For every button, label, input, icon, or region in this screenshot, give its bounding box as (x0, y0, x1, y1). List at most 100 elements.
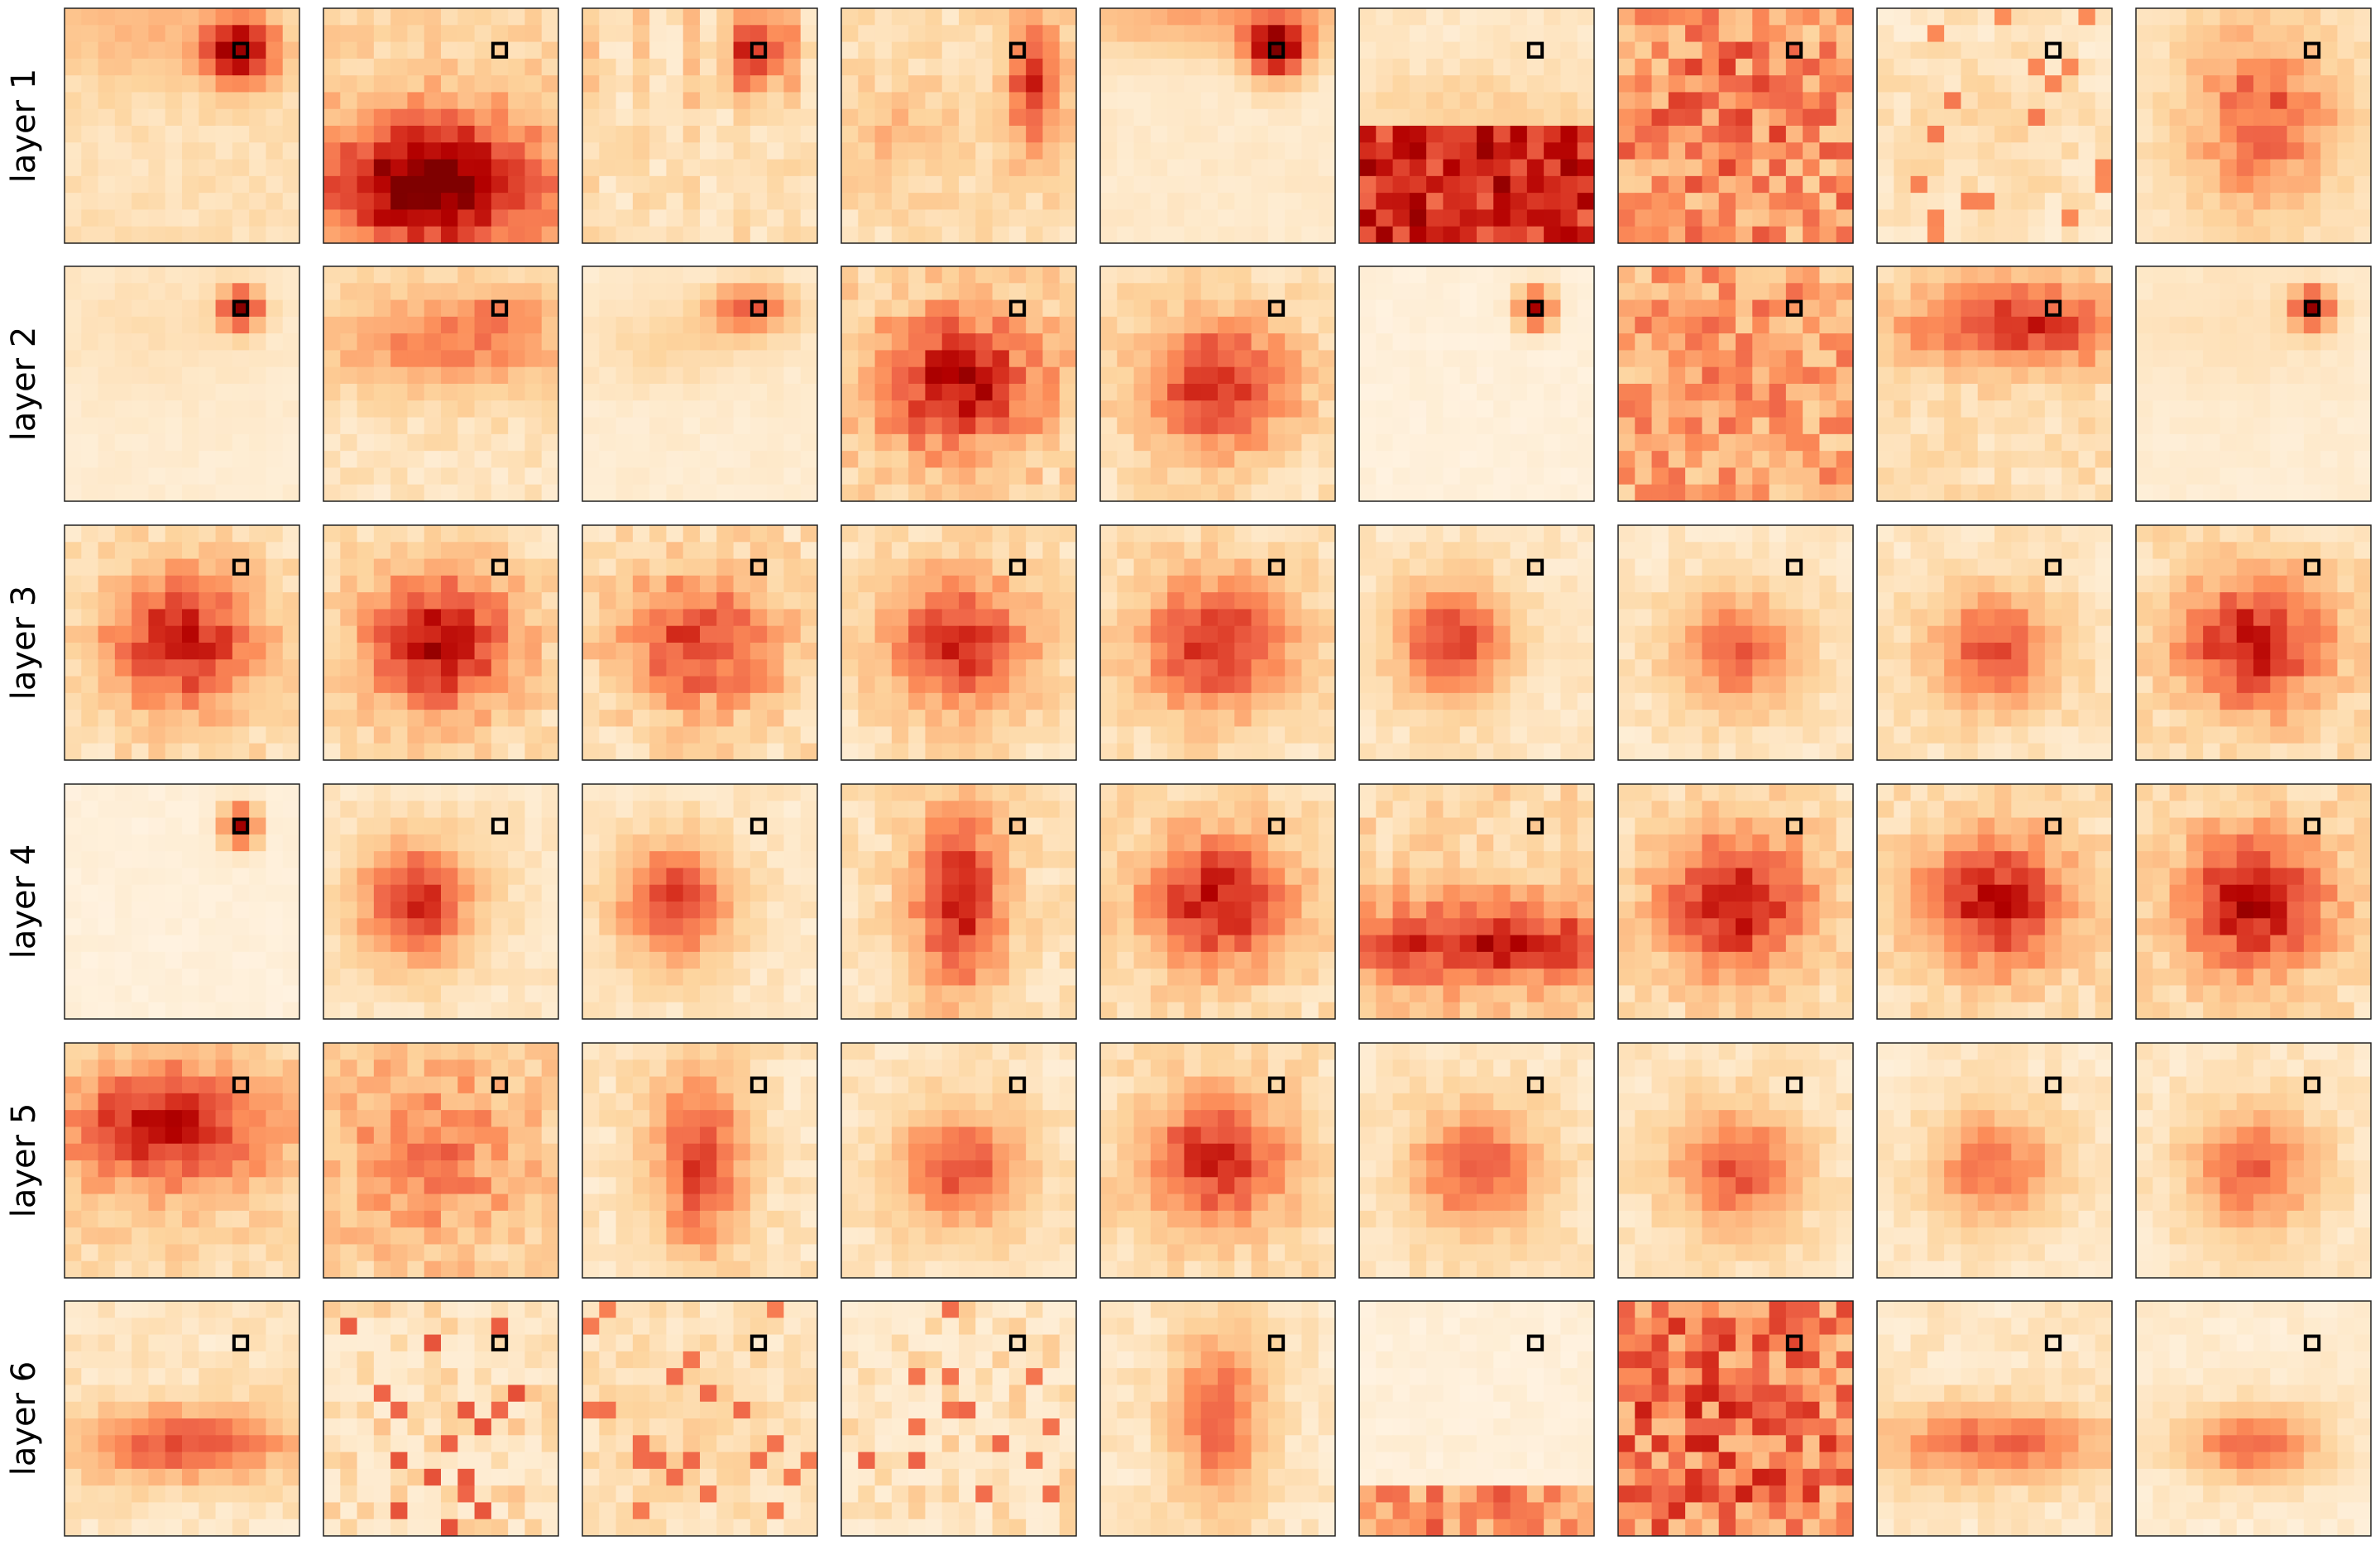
heatmap-cell (1234, 366, 1252, 385)
heatmap-cell (908, 316, 927, 334)
heatmap-cell (474, 558, 492, 576)
heatmap-cell (2270, 92, 2288, 110)
heatmap-cell (1803, 75, 1821, 93)
heatmap-cell (508, 625, 526, 643)
heatmap-cell (1544, 108, 1562, 127)
heatmap-cell (632, 575, 650, 593)
heatmap-cell (357, 451, 375, 469)
heatmap-cell (1376, 467, 1394, 486)
heatmap-cell (232, 400, 250, 419)
heatmap-cell (841, 433, 859, 452)
heatmap-cell (2253, 316, 2271, 334)
heatmap-cell (340, 350, 358, 368)
heatmap-cell (1100, 283, 1118, 301)
heatmap-cell (1301, 542, 1319, 560)
heatmap-cell (1218, 193, 1235, 211)
heatmap-cell (767, 609, 785, 627)
heatmap-cell (114, 609, 132, 627)
heatmap-cell (199, 467, 217, 486)
heatmap-cell (407, 625, 425, 643)
heatmap-cell (1635, 92, 1653, 110)
heatmap-cell (733, 142, 751, 160)
heatmap-cell (1493, 333, 1511, 352)
heatmap-cell (340, 525, 358, 543)
heatmap-cell (323, 108, 341, 127)
heatmap-cell (1167, 710, 1185, 728)
heatmap-cell (1117, 283, 1135, 301)
heatmap-cell (132, 333, 150, 352)
heatmap-cell (2203, 25, 2221, 43)
heatmap-cell (1184, 710, 1202, 728)
heatmap-cell (1635, 592, 1653, 610)
heatmap-cell (682, 643, 701, 660)
heatmap-cell (1409, 676, 1427, 694)
heatmap-cell (858, 575, 876, 593)
heatmap-cell (114, 299, 132, 318)
heatmap-cell (1510, 400, 1528, 419)
heatmap-cell (323, 467, 341, 486)
heatmap-cell (1133, 525, 1152, 543)
heatmap-cell (649, 710, 668, 728)
heatmap-cell (390, 175, 409, 194)
heatmap-cell (1894, 316, 1912, 334)
heatmap-cell (165, 743, 183, 761)
heatmap-cell (1376, 142, 1394, 160)
heatmap-cell (2220, 451, 2238, 469)
heatmap-cell (182, 525, 199, 543)
heatmap-cell (1702, 316, 1720, 334)
heatmap-cell (891, 108, 909, 127)
heatmap-cell (2270, 283, 2288, 301)
heatmap-cell (599, 417, 617, 435)
heatmap-cell (65, 350, 82, 368)
heatmap-cell (1267, 266, 1286, 284)
heatmap-cell (716, 400, 735, 419)
heatmap-cell (424, 41, 442, 60)
heatmap-cell (2303, 484, 2321, 502)
heatmap-cell (2078, 350, 2096, 368)
heatmap-cell (1359, 283, 1377, 301)
heatmap-cell (959, 25, 976, 43)
heatmap-cell (1167, 126, 1185, 143)
heatmap-cell (323, 400, 341, 419)
heatmap-cell (1117, 92, 1135, 110)
heatmap-cell (1493, 525, 1511, 543)
heatmap-cell (2354, 108, 2372, 127)
heatmap-cell (1117, 175, 1135, 194)
heatmap-cell (666, 350, 684, 368)
heatmap-cell (1285, 467, 1303, 486)
heatmap-cell (1167, 175, 1185, 194)
heatmap-cell (165, 8, 183, 26)
heatmap-cell (199, 350, 217, 368)
heatmap-cell (1577, 226, 1595, 244)
heatmap-cell (615, 333, 634, 352)
heatmap-cell (733, 609, 751, 627)
heatmap-cell (1493, 58, 1511, 76)
heatmap-cell (1008, 400, 1027, 419)
heatmap-cell (1635, 558, 1653, 576)
heatmap-cell (925, 726, 943, 744)
heatmap-cell (2287, 75, 2305, 93)
heatmap-cell (1026, 692, 1044, 710)
heatmap-cell (1285, 142, 1303, 160)
heatmap-cell (215, 467, 233, 486)
heatmap-cell (582, 484, 600, 502)
heatmap-cell (249, 126, 267, 143)
heatmap-cell (524, 283, 543, 301)
heatmap-cell (599, 484, 617, 502)
heatmap-cell (1443, 484, 1461, 502)
heatmap-cell (975, 467, 994, 486)
heatmap-cell (632, 126, 650, 143)
heatmap-panel (1617, 7, 1854, 244)
heatmap-cell (2186, 8, 2204, 26)
heatmap-cell (615, 159, 634, 177)
heatmap-cell (2169, 25, 2187, 43)
heatmap-cell (357, 592, 375, 610)
heatmap-cell (2011, 417, 2029, 435)
heatmap-cell (340, 659, 358, 677)
heatmap-cell (98, 316, 116, 334)
heatmap-cell (424, 558, 442, 576)
heatmap-cell (2028, 142, 2046, 160)
heatmap-cell (959, 366, 976, 385)
heatmap-cell (215, 726, 233, 744)
heatmap-cell (132, 299, 150, 318)
